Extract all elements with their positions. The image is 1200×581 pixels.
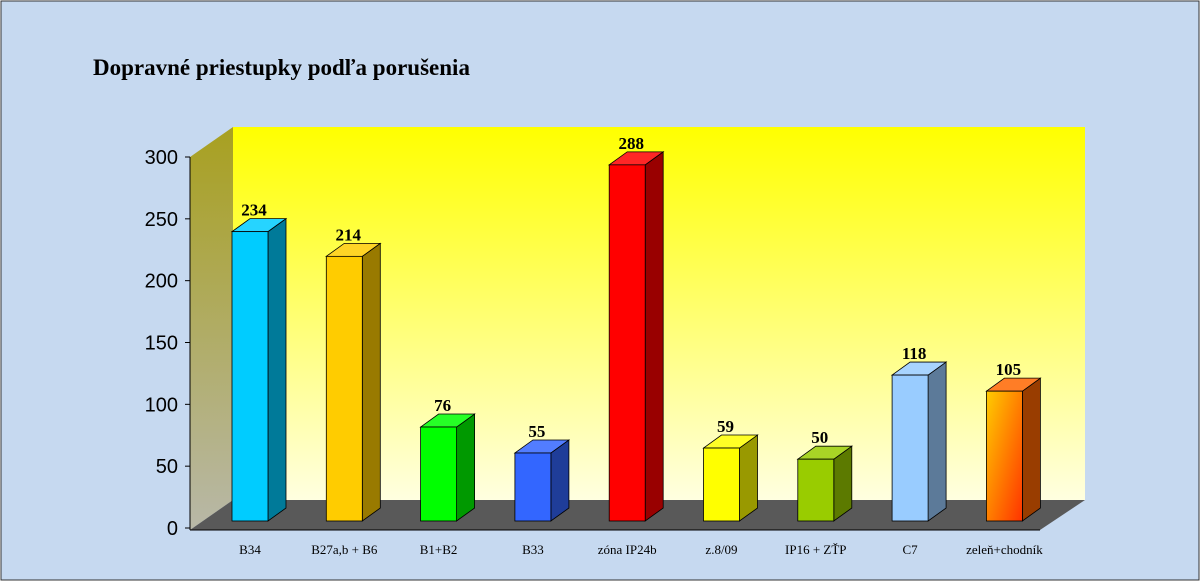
y-tick-label: 300 — [145, 147, 178, 169]
y-tick-label: 50 — [156, 456, 178, 478]
value-label: 118 — [902, 344, 927, 363]
bar — [607, 151, 665, 522]
chart-title: Dopravné priestupky podľa porušenia — [93, 55, 470, 80]
value-label: 288 — [618, 134, 644, 153]
bar — [513, 439, 571, 522]
bar-side — [1022, 377, 1041, 522]
y-tick-label: 150 — [145, 333, 178, 355]
value-label: 76 — [434, 396, 451, 415]
bar-side — [739, 434, 758, 522]
bar-front — [797, 458, 835, 522]
value-label: 59 — [717, 417, 734, 436]
bar-front — [231, 231, 269, 522]
x-tick-label: B33 — [522, 542, 544, 557]
value-label: 214 — [336, 225, 362, 244]
value-label: 55 — [528, 422, 545, 441]
bar-side — [361, 242, 381, 522]
x-tick-label: B34 — [239, 542, 261, 557]
bar-front — [891, 374, 929, 522]
x-tick-label: zóna IP24b — [598, 542, 657, 557]
bar-front — [514, 452, 552, 522]
bar-side — [267, 217, 287, 522]
bar — [796, 445, 854, 522]
bar-side — [644, 151, 664, 522]
bar — [985, 377, 1042, 522]
x-tick-label: IP16 + ZŤP — [785, 542, 847, 557]
x-tick-label: C7 — [903, 542, 919, 557]
value-label: 50 — [811, 428, 828, 447]
bar — [702, 434, 759, 522]
bar-front — [703, 447, 740, 522]
bar-side — [927, 361, 947, 522]
bar — [230, 217, 288, 522]
bar — [325, 242, 382, 522]
x-tick-label: B27a,b + B6 — [311, 542, 378, 557]
x-tick-label: z.8/09 — [705, 542, 737, 557]
y-tick-label: 0 — [167, 518, 178, 540]
bar-front — [420, 426, 458, 522]
y-tick-label: 200 — [145, 271, 178, 293]
bar-side — [550, 439, 570, 522]
bar-side — [456, 413, 476, 522]
bar-front — [986, 390, 1023, 522]
y-tick-label: 250 — [145, 209, 178, 231]
bar — [419, 413, 476, 522]
bar-front — [325, 255, 363, 522]
value-label: 105 — [996, 360, 1022, 379]
y-tick-label: 100 — [145, 394, 178, 416]
x-tick-label: zeleň+chodník — [966, 542, 1043, 557]
bar-front — [608, 164, 646, 522]
x-tick-label: B1+B2 — [420, 542, 458, 557]
value-label: 234 — [241, 201, 267, 220]
bar — [890, 361, 948, 522]
side-wall — [190, 127, 233, 530]
